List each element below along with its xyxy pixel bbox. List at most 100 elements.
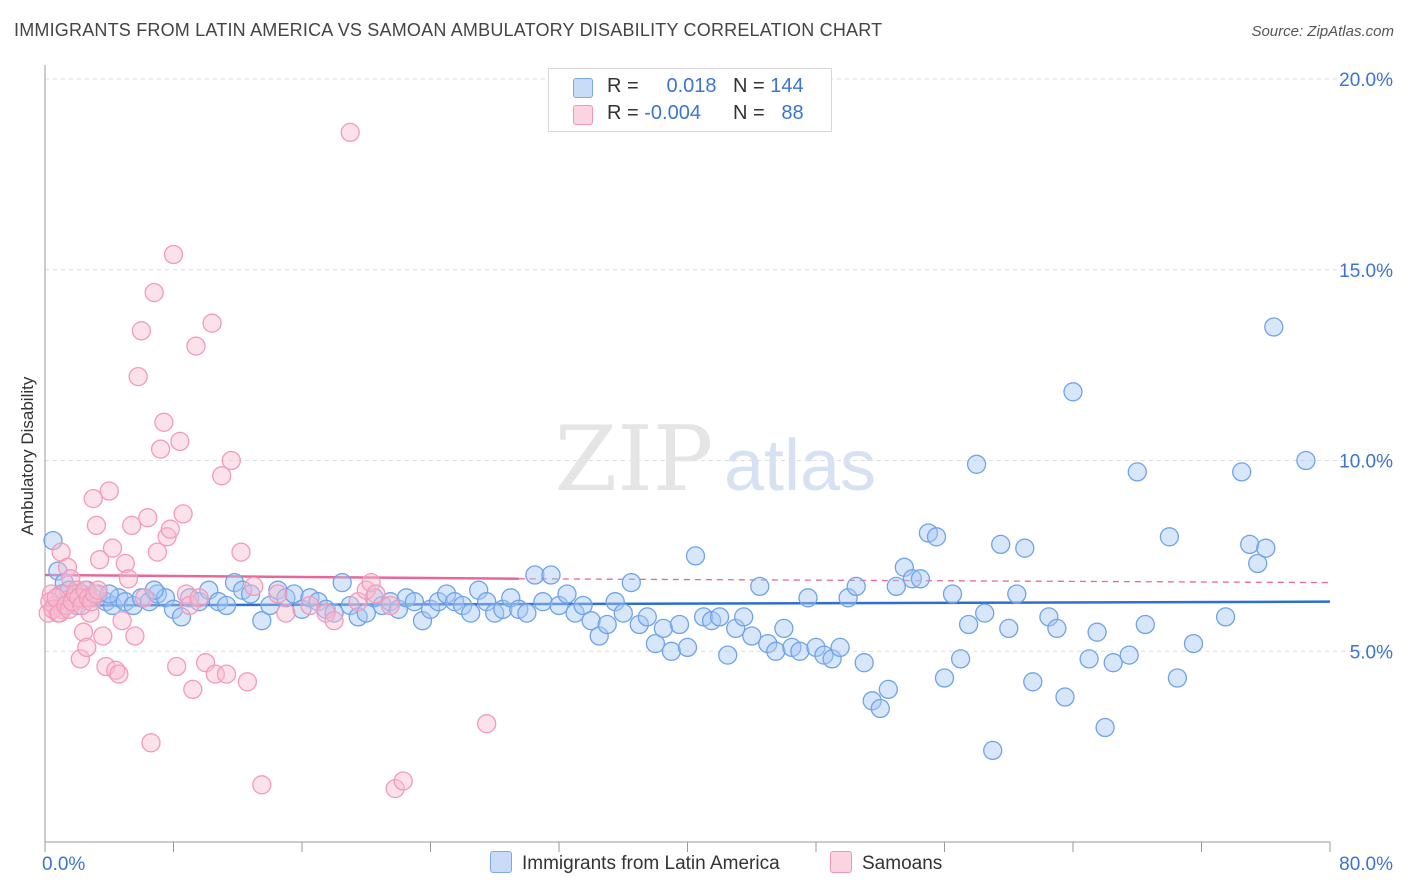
point-samoans [83,488,103,509]
point-latin-america [332,572,352,593]
point-latin-america [1055,687,1075,707]
point-latin-america [1063,382,1083,402]
stats-legend: R = 0.018 N = 144 R = -0.004 N = 88 [548,68,832,132]
point-latin-america [975,603,995,623]
point-samoans [366,584,386,604]
point-samoans [268,584,288,604]
point-latin-america [758,633,778,654]
point-samoans [150,439,171,459]
point-samoans [252,775,272,795]
data-points [38,122,1316,799]
point-samoans [134,588,155,608]
point-latin-america [774,618,794,639]
point-samoans [77,637,97,658]
point-latin-america [1159,527,1180,547]
point-samoans [109,664,129,684]
point-latin-america [1119,645,1139,665]
point-latin-america [1095,717,1115,738]
point-latin-america [461,603,481,623]
trend-lines [44,573,1331,607]
point-latin-america [950,649,971,669]
legend-swatch-blue [573,78,593,98]
point-latin-america [1264,317,1284,337]
point-latin-america [1296,450,1316,471]
point-samoans [167,656,187,677]
point-latin-america [436,584,457,604]
point-samoans [205,664,225,684]
point-latin-america [102,595,123,616]
point-samoans [141,733,161,753]
legend-swatch-pink [573,105,593,125]
point-samoans [128,366,148,387]
trend-line-samoans [44,573,519,581]
axes [44,65,1331,852]
point-latin-america [565,603,585,623]
point-latin-america [1127,462,1147,482]
point-latin-america [798,588,818,608]
point-latin-america [1087,622,1107,642]
point-latin-america [645,633,666,654]
point-samoans [72,595,92,616]
point-latin-america [926,527,947,547]
point-latin-america [742,626,762,646]
watermark-atlas: atlas [724,426,876,506]
point-latin-america [144,580,164,600]
point-latin-america [428,592,449,612]
point-samoans [73,622,94,642]
point-samoans [46,588,66,608]
point-latin-america [573,595,593,616]
point-samoans [176,584,197,604]
point-samoans [138,508,158,528]
point-latin-america [163,599,184,619]
y-tick-label: 5.0% [1350,642,1393,663]
bottom-legend-swatch-pink [830,851,852,873]
point-latin-america [629,614,649,635]
point-samoans [70,649,90,669]
point-samoans [179,595,200,616]
point-latin-america [870,698,890,719]
point-samoans [115,553,135,574]
point-latin-america [718,645,738,665]
point-latin-america [1256,538,1276,558]
point-latin-america [613,603,633,623]
point-latin-america [99,584,119,604]
point-latin-america [1167,668,1188,688]
point-latin-america [1183,633,1204,654]
point-samoans [221,450,241,471]
point-latin-america [621,572,641,593]
point-latin-america [766,641,786,661]
point-samoans [125,626,145,646]
point-samoans [276,603,296,623]
point-samoans [99,481,119,501]
point-latin-america [557,584,577,604]
point-latin-america [806,637,826,658]
point-samoans [144,282,164,303]
point-latin-america [123,595,143,616]
point-latin-america [942,584,963,604]
y-tick-label: 10.0% [1339,452,1393,473]
point-samoans [183,679,203,700]
point-latin-america [216,595,237,616]
legend-r: R = 0.018 [607,75,717,97]
point-samoans [112,611,132,631]
point-latin-america [324,603,344,623]
bottom-legend-samoans: Samoans [830,851,942,877]
x-tick-label: 80.0% [1339,854,1393,875]
point-samoans [300,595,320,616]
point-samoans [170,431,190,452]
point-samoans [202,313,222,333]
point-samoans [316,603,336,623]
point-latin-america [1248,553,1268,574]
point-latin-america [252,611,272,631]
point-latin-america [685,546,706,566]
point-latin-america [790,641,810,661]
point-samoans [244,576,264,597]
point-samoans [237,672,258,692]
point-latin-america [1232,462,1252,482]
trend-line-latin-america [44,600,1331,607]
tick-labels: 5.0% 10.0% 15.0% 20.0% 0.0% 80.0% [42,70,1393,875]
point-samoans [340,122,360,143]
point-latin-america [1135,614,1155,635]
x-tick-label: 0.0% [42,854,85,875]
